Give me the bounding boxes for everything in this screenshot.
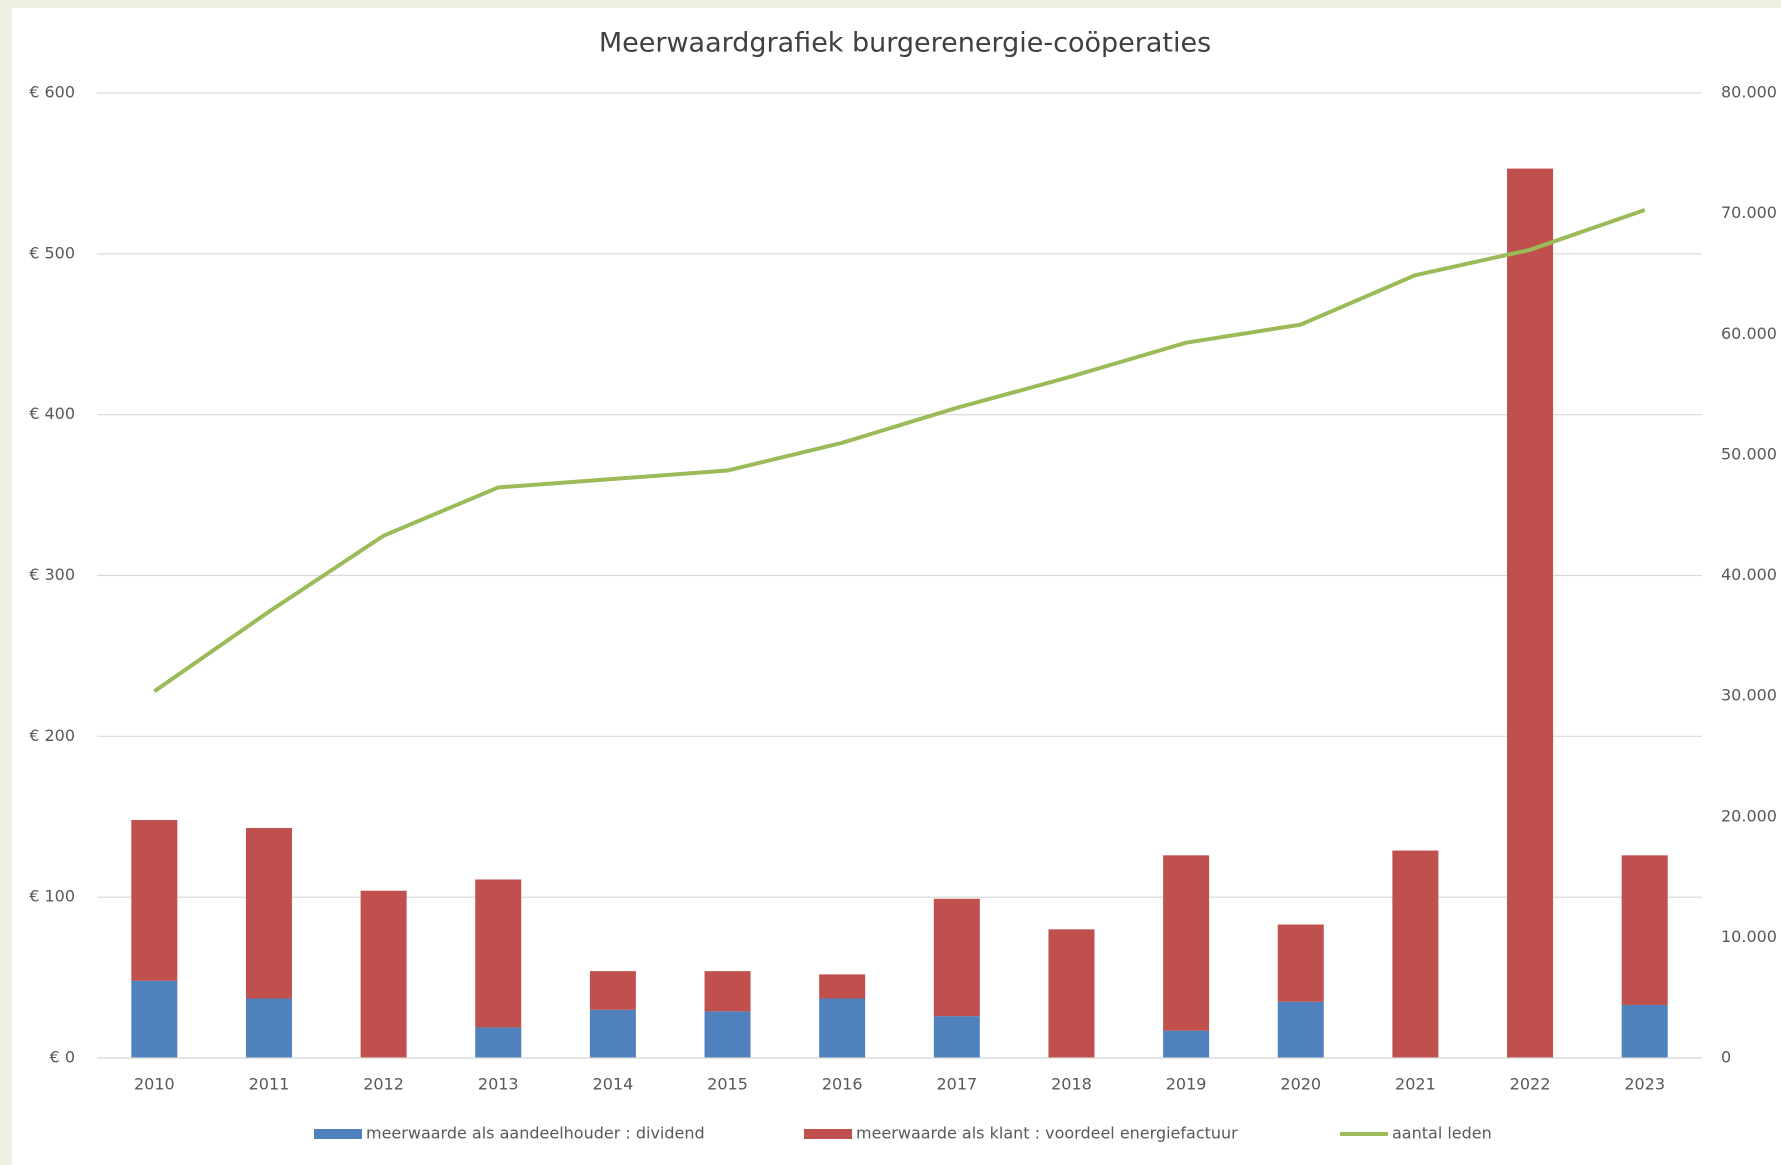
- y-tick-label: € 600: [29, 83, 75, 102]
- bar-segment: [360, 890, 407, 1058]
- bar-segment: [1621, 1004, 1668, 1058]
- bar-segment: [245, 998, 292, 1058]
- bar-segment: [475, 879, 522, 1028]
- bar-segment: [819, 974, 866, 999]
- legend-swatch: [804, 1129, 852, 1139]
- bar-segment: [1048, 929, 1095, 1058]
- bar-segment: [589, 1009, 636, 1058]
- y2-tick-label: 30.000: [1721, 686, 1777, 705]
- bar-segment: [1277, 1001, 1324, 1058]
- x-tick-label: 2011: [249, 1075, 290, 1094]
- x-tick-label: 2013: [478, 1075, 519, 1094]
- bar-segment: [475, 1027, 522, 1058]
- x-tick-label: 2010: [134, 1075, 175, 1094]
- y2-tick-label: 60.000: [1721, 324, 1777, 343]
- y-tick-label: € 400: [29, 404, 75, 423]
- x-tick-label: 2014: [593, 1075, 634, 1094]
- bar-segment: [933, 1016, 980, 1058]
- y-tick-label: € 300: [29, 565, 75, 584]
- x-tick-label: 2015: [707, 1075, 748, 1094]
- bar-segment: [1163, 1030, 1210, 1058]
- x-tick-label: 2023: [1624, 1075, 1665, 1094]
- y2-tick-label: 70.000: [1721, 203, 1777, 222]
- bar-segment: [704, 1011, 751, 1058]
- y-tick-label: € 0: [50, 1048, 75, 1067]
- bar-segment: [1621, 855, 1668, 1005]
- chart-title: Meerwaardgrafiek burgerenergie-coöperati…: [599, 28, 1211, 59]
- x-tick-label: 2020: [1280, 1075, 1321, 1094]
- x-tick-label: 2016: [822, 1075, 863, 1094]
- y-tick-label: € 500: [29, 243, 75, 262]
- bar-segment: [131, 980, 178, 1058]
- bar-segment: [819, 998, 866, 1058]
- legend-swatch: [314, 1129, 362, 1139]
- bar-segment: [245, 828, 292, 999]
- x-tick-label: 2017: [936, 1075, 977, 1094]
- y-tick-label: € 100: [29, 887, 75, 906]
- legend-label: meerwaarde als aandeelhouder : dividend: [366, 1124, 705, 1143]
- x-tick-label: 2019: [1166, 1075, 1207, 1094]
- y2-tick-label: 40.000: [1721, 565, 1777, 584]
- y2-tick-label: 0: [1721, 1048, 1731, 1067]
- y2-tick-label: 80.000: [1721, 83, 1777, 102]
- x-tick-label: 2021: [1395, 1075, 1436, 1094]
- line-series: [153, 208, 1646, 693]
- bar-segment: [1392, 850, 1439, 1058]
- bar-segment: [933, 898, 980, 1017]
- bar-segment: [1163, 855, 1210, 1031]
- y2-tick-label: 50.000: [1721, 444, 1777, 463]
- x-tick-label: 2012: [363, 1075, 404, 1094]
- legend-label: meerwaarde als klant : voordeel energief…: [856, 1124, 1238, 1143]
- y-tick-label: € 200: [29, 726, 75, 745]
- bar-segment: [589, 971, 636, 1010]
- legend-label: aantal leden: [1392, 1124, 1492, 1143]
- bar-segment: [1277, 924, 1324, 1002]
- y2-tick-label: 10.000: [1721, 927, 1777, 946]
- bar-segment: [704, 971, 751, 1012]
- bar-segment: [131, 819, 178, 981]
- bar-segment: [1507, 168, 1554, 1058]
- y2-tick-label: 20.000: [1721, 806, 1777, 825]
- x-tick-label: 2022: [1510, 1075, 1551, 1094]
- x-tick-label: 2018: [1051, 1075, 1092, 1094]
